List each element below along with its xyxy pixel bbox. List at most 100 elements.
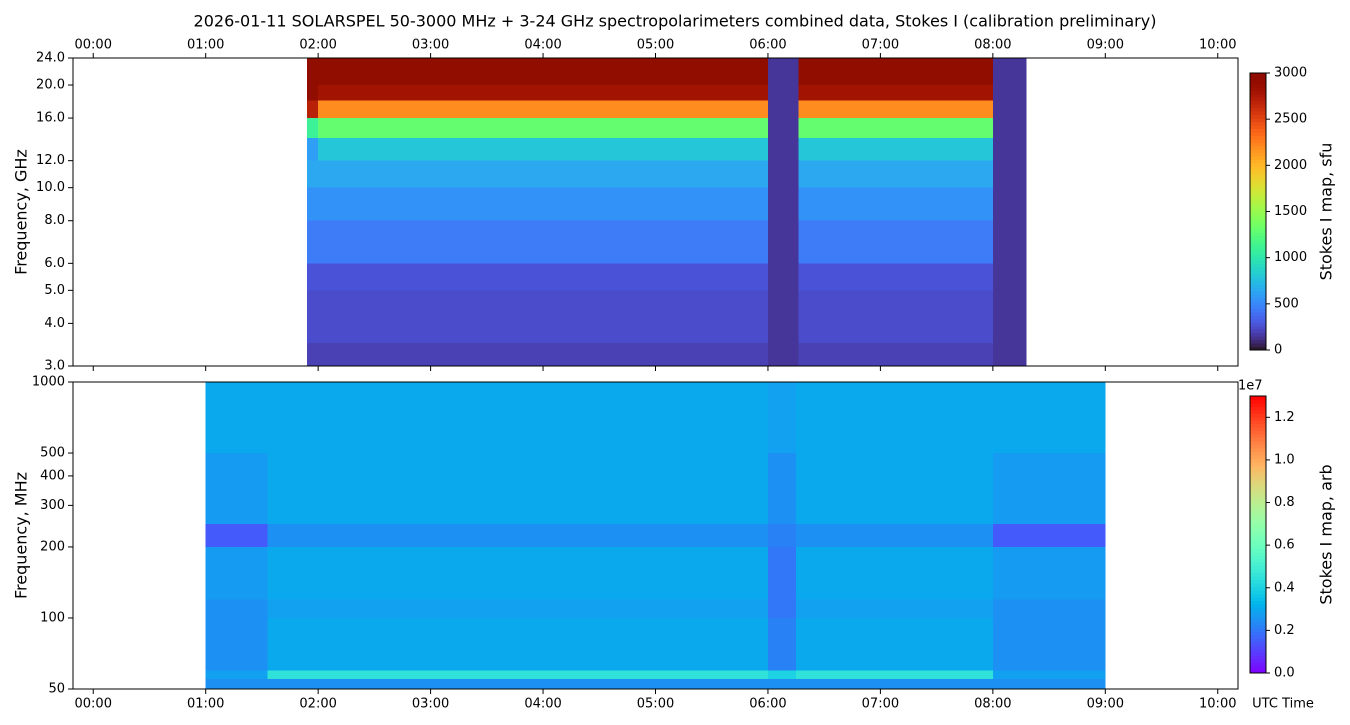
colorbar-step [1250,339,1266,344]
colorbar-step [1250,190,1266,195]
heatmap-cell [306,220,319,264]
colorbar-step [1250,225,1266,230]
heatmap-cell [205,599,268,618]
colorbar-step [1250,513,1266,518]
heatmap-cell [306,160,319,188]
colorbar-step [1250,259,1266,264]
heatmap-cell [306,290,319,344]
x-tick-label: 09:00 [1087,38,1124,53]
heatmap-cell [798,58,993,86]
colorbar-step [1250,263,1266,268]
x-tick-label: 04:00 [524,38,561,53]
heatmap-cell [798,118,993,138]
heatmap-cell [767,546,797,600]
heatmap-cell [798,85,993,101]
colorbar-step [1250,631,1266,636]
x-tick-label: 04:00 [524,697,561,712]
heatmap-cell [306,85,319,101]
colorbar-step [1250,492,1266,497]
colorbar-step [1250,239,1266,244]
heatmap-cell [767,617,797,671]
colorbar-step [1250,586,1266,591]
heatmap-cell [767,599,797,618]
colorbar-label: Stokes I map, sfu [1317,143,1336,281]
colorbar-step [1250,124,1266,129]
heatmap-cell [267,453,768,525]
colorbar-step [1250,201,1266,206]
x-tick-label: 06:00 [749,38,786,53]
heatmap-cell [796,453,993,525]
colorbar-step [1250,645,1266,650]
colorbar-step [1250,277,1266,282]
colorbar-step [1250,73,1266,77]
colorbar-step [1250,228,1266,233]
y-tick-label: 5.0 [44,283,65,298]
heatmap-cell [205,453,268,525]
colorbar-step [1250,444,1266,449]
heatmap-cell [318,85,768,101]
heatmap-cell [306,263,319,291]
colorbar-step [1250,270,1266,275]
colorbar-tick-label: 1000 [1274,250,1307,265]
colorbar-step [1250,458,1266,463]
colorbar-tick-label: 0 [1274,343,1282,358]
colorbar-tick-label: 1.0 [1274,452,1295,467]
colorbar-step [1250,593,1266,598]
heatmap-cell [205,546,268,600]
colorbar-step [1250,499,1266,504]
colorbar-label: Stokes I map, arb [1317,464,1336,604]
x-tick-label: 08:00 [974,38,1011,53]
heatmap-cell [318,187,768,221]
colorbar-step [1250,169,1266,174]
colorbar-step [1250,253,1266,258]
heatmap-cell [992,220,1027,264]
heatmap-cell [306,118,319,138]
colorbar-step [1250,441,1266,445]
chart-title: 2026-01-11 SOLARSPEL 50-3000 MHz + 3-24 … [194,12,1157,31]
colorbar-step [1250,100,1266,105]
colorbar-step [1250,451,1266,456]
colorbar-step [1250,329,1266,334]
x-tick-label: 05:00 [637,697,674,712]
heatmap-cell [318,343,768,366]
heatmap-cell [798,343,993,366]
colorbar-step [1250,90,1266,95]
heatmap-cell [318,100,768,119]
heatmap-cell [992,58,1027,86]
heatmap-cell [306,137,319,161]
colorbar-step [1250,107,1266,112]
colorbar-step [1250,249,1266,254]
colorbar-step [1250,273,1266,278]
x-tick-label: 10:00 [1199,38,1236,53]
colorbar-step [1250,152,1266,157]
y-tick-label: 20.0 [36,78,65,93]
heatmap-cell [798,187,993,221]
colorbar-step [1250,121,1266,126]
colorbar-step [1250,461,1266,466]
heatmap-cell [767,85,799,101]
colorbar-tick-label: 0.6 [1274,538,1295,553]
colorbar-step [1250,437,1266,442]
colorbar-step [1250,413,1266,418]
heatmap-cell [205,617,268,671]
colorbar-step [1250,187,1266,192]
heatmap-cell [992,617,1106,671]
heatmap-cell [306,187,319,221]
colorbar-tick-label: 1500 [1274,204,1307,219]
colorbar-step [1250,142,1266,147]
colorbar-step [1250,600,1266,605]
colorbar-step [1250,406,1266,411]
colorbar-step [1250,496,1266,501]
colorbar-tick-label: 500 [1274,296,1299,311]
x-axis-label: UTC Time [1252,697,1314,712]
x-tick-label: 09:00 [1087,697,1124,712]
y-tick-label: 3.0 [44,359,65,374]
colorbar-step [1250,332,1266,337]
heatmap-cell [992,160,1027,188]
colorbar-step [1250,93,1266,98]
colorbar-step [1250,527,1266,532]
heatmap-cell [992,670,1106,680]
x-tick-label: 07:00 [862,38,899,53]
colorbar-step [1250,396,1266,400]
colorbar-step [1250,287,1266,292]
